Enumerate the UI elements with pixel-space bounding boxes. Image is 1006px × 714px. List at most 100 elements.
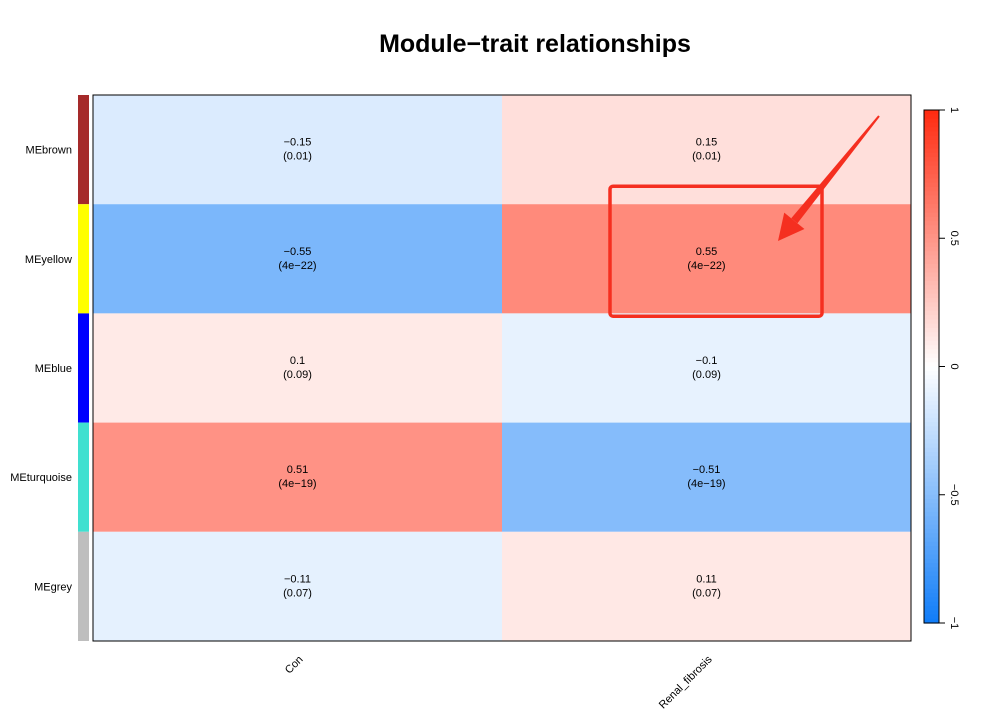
colorbar-segment	[924, 528, 939, 534]
colorbar-tick-label: 1	[948, 107, 960, 113]
heatmap-cell-megrey-con	[93, 531, 502, 641]
colorbar-segment	[924, 464, 939, 470]
colorbar-segment	[924, 263, 939, 269]
module-color-strip-megrey	[78, 531, 89, 641]
colorbar-segment	[924, 477, 939, 483]
cell-pvalue-label: (0.07)	[283, 587, 312, 599]
colorbar-segment	[924, 400, 939, 406]
colorbar-segment	[924, 481, 939, 487]
colorbar-segment	[924, 520, 939, 526]
colorbar-segment	[924, 357, 939, 363]
colorbar-segment	[924, 127, 939, 132]
cell-value-label: −0.11	[284, 573, 311, 585]
colorbar-segment	[924, 306, 939, 312]
colorbar: 1 0.5 0 −0.5 −1	[923, 107, 960, 629]
colorbar-segment	[924, 610, 939, 616]
colorbar-segment	[924, 550, 939, 556]
colorbar-segment	[924, 486, 939, 492]
cell-value-label: 0.1	[290, 355, 305, 367]
colorbar-segment	[924, 293, 939, 299]
column-label-con: Con	[283, 654, 306, 677]
cell-value-label: 0.51	[287, 464, 308, 476]
row-label-meyellow: MEyellow	[25, 254, 72, 266]
colorbar-segment	[924, 426, 939, 432]
row-label-mebrown: MEbrown	[26, 145, 72, 157]
colorbar-segment	[924, 503, 939, 509]
chart-title: Module−trait relationships	[379, 30, 691, 58]
colorbar-segment	[924, 614, 939, 620]
cell-pvalue-label: (4e−19)	[687, 478, 725, 490]
colorbar-segment	[924, 597, 939, 603]
colorbar-segment	[924, 216, 939, 222]
colorbar-segment	[924, 443, 939, 449]
colorbar-segment	[924, 404, 939, 410]
colorbar-segment	[924, 131, 939, 137]
colorbar-segment	[924, 199, 939, 205]
plot-border	[92, 94, 912, 642]
colorbar-tick-label: 0	[948, 363, 960, 369]
colorbar-segment	[924, 174, 939, 179]
cell-pvalue-label: (4e−22)	[278, 260, 316, 272]
module-color-strip-mebrown	[78, 95, 89, 205]
cell-pvalue-label: (4e−19)	[278, 478, 316, 490]
colorbar-segment	[924, 554, 939, 560]
colorbar-segment	[924, 456, 939, 462]
colorbar-segment	[924, 212, 939, 218]
colorbar-segment	[924, 122, 939, 128]
colorbar-segment	[924, 396, 939, 402]
colorbar-segment	[924, 349, 939, 355]
colorbar-segment	[924, 452, 939, 457]
cell-pvalue-label: (0.09)	[283, 369, 312, 381]
module-color-strip-meyellow	[78, 204, 89, 314]
cell-pvalue-label: (4e−22)	[687, 260, 725, 272]
colorbar-segment	[924, 383, 939, 389]
colorbar-segment	[924, 340, 939, 346]
colorbar-segment	[924, 618, 939, 624]
cell-pvalue-label: (0.07)	[692, 587, 721, 599]
colorbar-segment	[924, 580, 939, 586]
colorbar-segment	[924, 233, 939, 239]
colorbar-segment	[924, 144, 939, 150]
cell-value-label: 0.55	[696, 246, 717, 258]
colorbar-segment	[924, 221, 939, 227]
cell-pvalue-label: (0.09)	[692, 369, 721, 381]
colorbar-segment	[924, 255, 939, 261]
module-color-strip-meturquoise	[78, 422, 89, 532]
cell-value-label: −0.15	[284, 137, 312, 149]
colorbar-segment	[924, 281, 939, 286]
colorbar-segment	[924, 469, 939, 474]
colorbar-segment	[924, 186, 939, 192]
colorbar-segment	[924, 507, 939, 513]
colorbar-segment	[924, 584, 939, 590]
colorbar-segment	[924, 118, 939, 124]
colorbar-segment	[924, 157, 939, 162]
colorbar-segment	[924, 251, 939, 256]
colorbar-segment	[924, 409, 939, 415]
colorbar-segment	[924, 285, 939, 291]
colorbar-segment	[924, 246, 939, 252]
colorbar-tick-label: 0.5	[948, 231, 960, 246]
colorbar-segment	[924, 182, 939, 188]
colorbar-segment	[924, 315, 939, 321]
colorbar-segment	[924, 434, 939, 440]
colorbar-segment	[924, 524, 939, 530]
colorbar-segment	[924, 353, 939, 359]
cell-pvalue-label: (0.01)	[283, 151, 312, 163]
colorbar-segment	[924, 541, 939, 547]
colorbar-segment	[924, 563, 939, 569]
colorbar-segment	[924, 417, 939, 423]
colorbar-segment	[924, 601, 939, 607]
heatmap-cell-meblue-con	[93, 313, 502, 423]
colorbar-segment	[924, 178, 939, 184]
colorbar-segment	[924, 302, 939, 308]
colorbar-segment	[924, 571, 939, 577]
heatmap-cell-meblue-renal-fibrosis	[502, 313, 911, 423]
colorbar-segment	[924, 289, 939, 295]
colorbar-segment	[924, 345, 939, 350]
colorbar-segment	[924, 148, 939, 154]
colorbar-segment	[924, 259, 939, 265]
colorbar-segment	[924, 310, 939, 316]
colorbar-segment	[924, 567, 939, 573]
row-label-meblue: MEblue	[35, 363, 72, 375]
